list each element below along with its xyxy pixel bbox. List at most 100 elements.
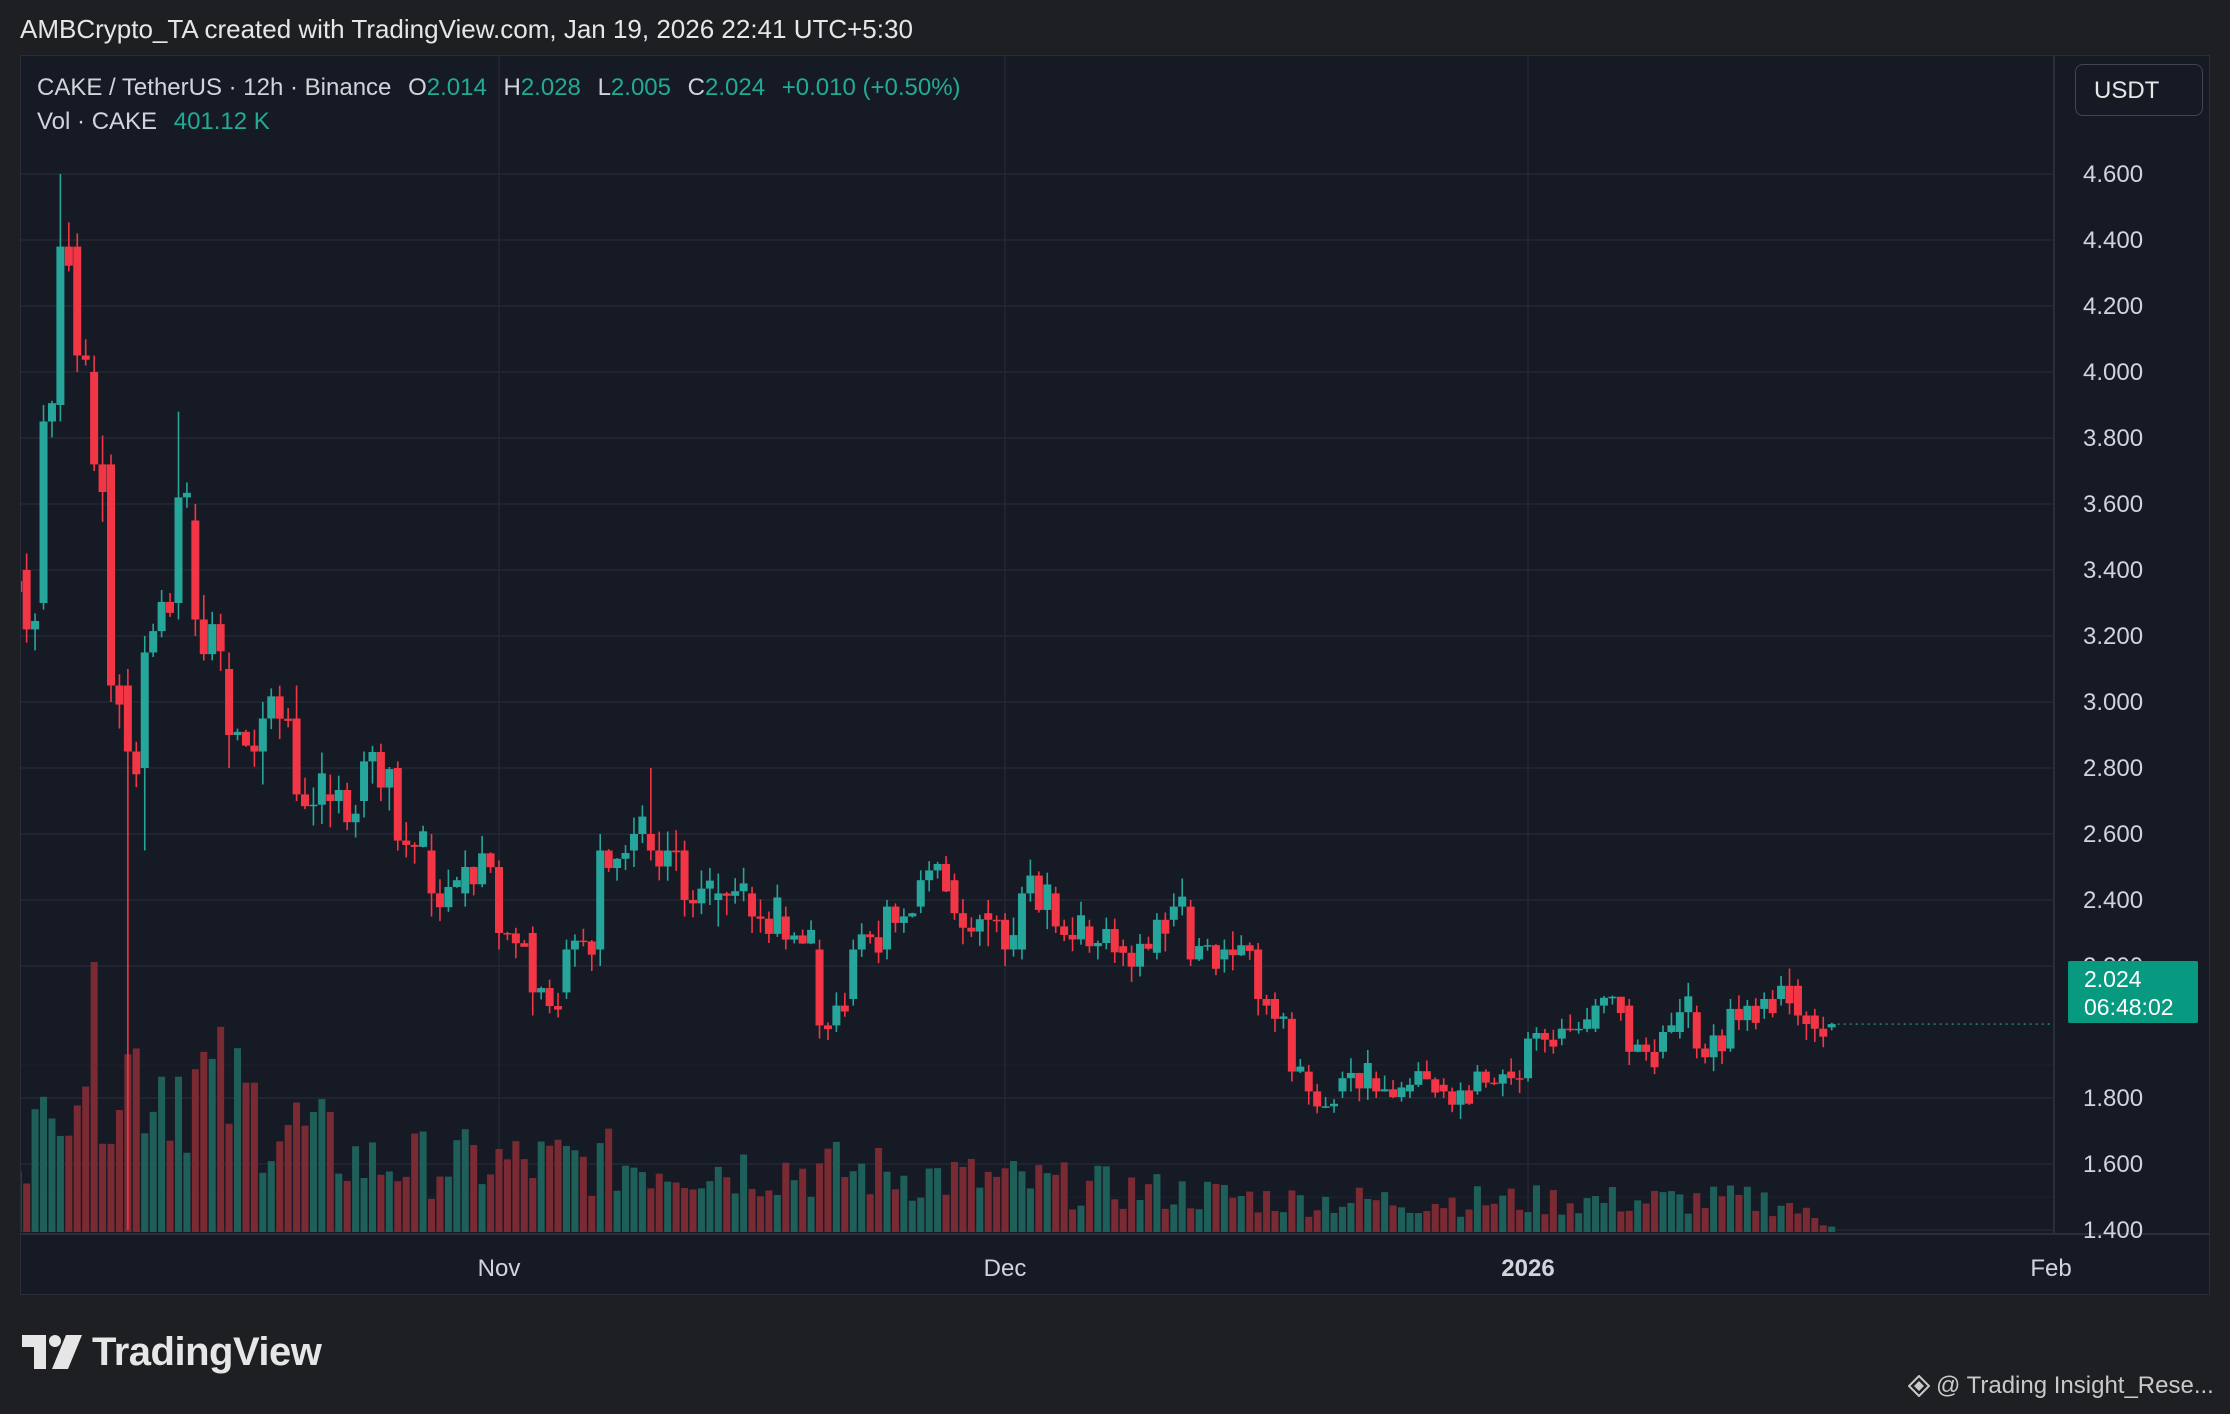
volume-bar (689, 1189, 697, 1232)
volume-bar (402, 1176, 410, 1232)
candle-body (1751, 1005, 1760, 1023)
candle-body (21, 581, 23, 593)
candle-body (1338, 1078, 1347, 1092)
candle-body (1709, 1035, 1718, 1058)
volume-bar (1246, 1191, 1254, 1232)
price-axis: 4.600 4.400 4.200 4.000 3.800 3.600 3.400 3.200… (2083, 161, 2143, 1244)
candle-body (1034, 875, 1043, 910)
volume-bar (1043, 1173, 1051, 1232)
candle-body (908, 913, 917, 917)
candle-body (1498, 1074, 1507, 1084)
candle-body (840, 1005, 849, 1012)
volume-bar (250, 1082, 258, 1232)
candle-body (621, 853, 630, 859)
volume-bar (1828, 1226, 1836, 1232)
volume-bar (99, 1143, 107, 1232)
volume-bar (1575, 1213, 1583, 1232)
volume-bar (368, 1142, 376, 1232)
candle-body (1001, 919, 1010, 950)
volume-bar (579, 1156, 587, 1232)
volume-bar (82, 1086, 90, 1232)
volume-bar (1305, 1216, 1313, 1232)
candle-body (1524, 1038, 1533, 1079)
candle-body (216, 624, 225, 652)
volume-bar (385, 1171, 393, 1232)
candle-body (275, 696, 284, 719)
candle-body (233, 731, 242, 735)
volume-bar (1212, 1183, 1220, 1232)
price-tick-label: 1.400 (2083, 1217, 2143, 1244)
candle-body (1127, 952, 1136, 967)
candle-body (857, 934, 866, 950)
volume-bar (858, 1163, 866, 1232)
candle-body (1692, 1012, 1701, 1049)
price-tick-label: 4.000 (2083, 359, 2143, 386)
currency-unit-button[interactable]: USDT (2075, 64, 2203, 116)
volume-label[interactable]: Vol · CAKE (37, 108, 158, 135)
volume-bar (335, 1173, 343, 1232)
candle-body (1102, 928, 1111, 944)
volume-bar (950, 1161, 958, 1232)
candle-body (241, 731, 250, 746)
candle-body (461, 867, 470, 894)
symbol-label[interactable]: CAKE / TetherUS · 12h · Binance (37, 74, 392, 101)
candle-body (1819, 1028, 1828, 1037)
candle-body (1110, 928, 1119, 953)
volume-bar (166, 1140, 174, 1232)
volume-bar (1684, 1213, 1692, 1232)
volume-bar (782, 1162, 790, 1232)
candle-body (545, 988, 554, 1007)
candle-body (419, 831, 428, 847)
volume-bar (1473, 1186, 1481, 1232)
chart-panel[interactable]: 4.600 4.400 4.200 4.000 3.800 3.600 3.400 3.200… (20, 55, 2210, 1295)
volume-bar (900, 1175, 908, 1232)
volume-bar (1718, 1196, 1726, 1232)
volume-bar (352, 1146, 360, 1232)
candle-body (1768, 999, 1777, 1014)
candle-body (722, 893, 731, 896)
volume-bar (394, 1181, 402, 1232)
volume-bar (1423, 1211, 1431, 1232)
close-label: C (687, 74, 705, 101)
candle-body (1785, 985, 1794, 1004)
candle-body (967, 927, 976, 932)
volume-value: 401.12 K (173, 108, 270, 135)
candle-body (1599, 997, 1608, 1006)
candle-body (1026, 875, 1035, 894)
candle-body (1650, 1051, 1659, 1068)
volume-bar (1364, 1198, 1372, 1232)
volume-bar (1667, 1191, 1675, 1232)
volume-bar (984, 1171, 992, 1232)
price-tick-label: 3.000 (2083, 689, 2143, 716)
volume-bar (1651, 1190, 1659, 1232)
candle-body (376, 752, 385, 788)
volume-bar (1752, 1210, 1760, 1232)
price-tick-label: 4.600 (2083, 161, 2143, 188)
candle-body (427, 850, 436, 894)
candle-body (613, 858, 622, 869)
time-tick-label: 2026 (1501, 1255, 1554, 1282)
candle-body (191, 520, 200, 620)
price-chart[interactable]: 4.600 4.400 4.200 4.000 3.800 3.600 3.400 3.200… (21, 56, 2209, 1294)
volume-bar (326, 1111, 334, 1232)
candle-body (1591, 1005, 1600, 1029)
volume-bar (967, 1158, 975, 1232)
candle-body (1389, 1089, 1398, 1098)
candle-body (199, 619, 208, 655)
volume-bar (1541, 1214, 1549, 1232)
volume-bar (697, 1188, 705, 1232)
high-label: H (503, 74, 521, 101)
volume-bar (1296, 1195, 1304, 1232)
volume-bar (1558, 1214, 1566, 1232)
volume-bar (1566, 1203, 1574, 1232)
candle-body (317, 773, 326, 805)
candle-body (823, 1025, 832, 1030)
volume-bar (723, 1177, 731, 1232)
author-credit[interactable]: @ Trading Insight_Rese... (1908, 1372, 2214, 1400)
candle-body (469, 867, 478, 885)
tradingview-logo[interactable]: TradingView (22, 1330, 322, 1374)
volume-bar (1288, 1190, 1296, 1232)
change-value: +0.010 (+0.50%) (781, 74, 961, 101)
candle-body (1051, 893, 1060, 927)
open-value: 2.014 (426, 74, 487, 101)
